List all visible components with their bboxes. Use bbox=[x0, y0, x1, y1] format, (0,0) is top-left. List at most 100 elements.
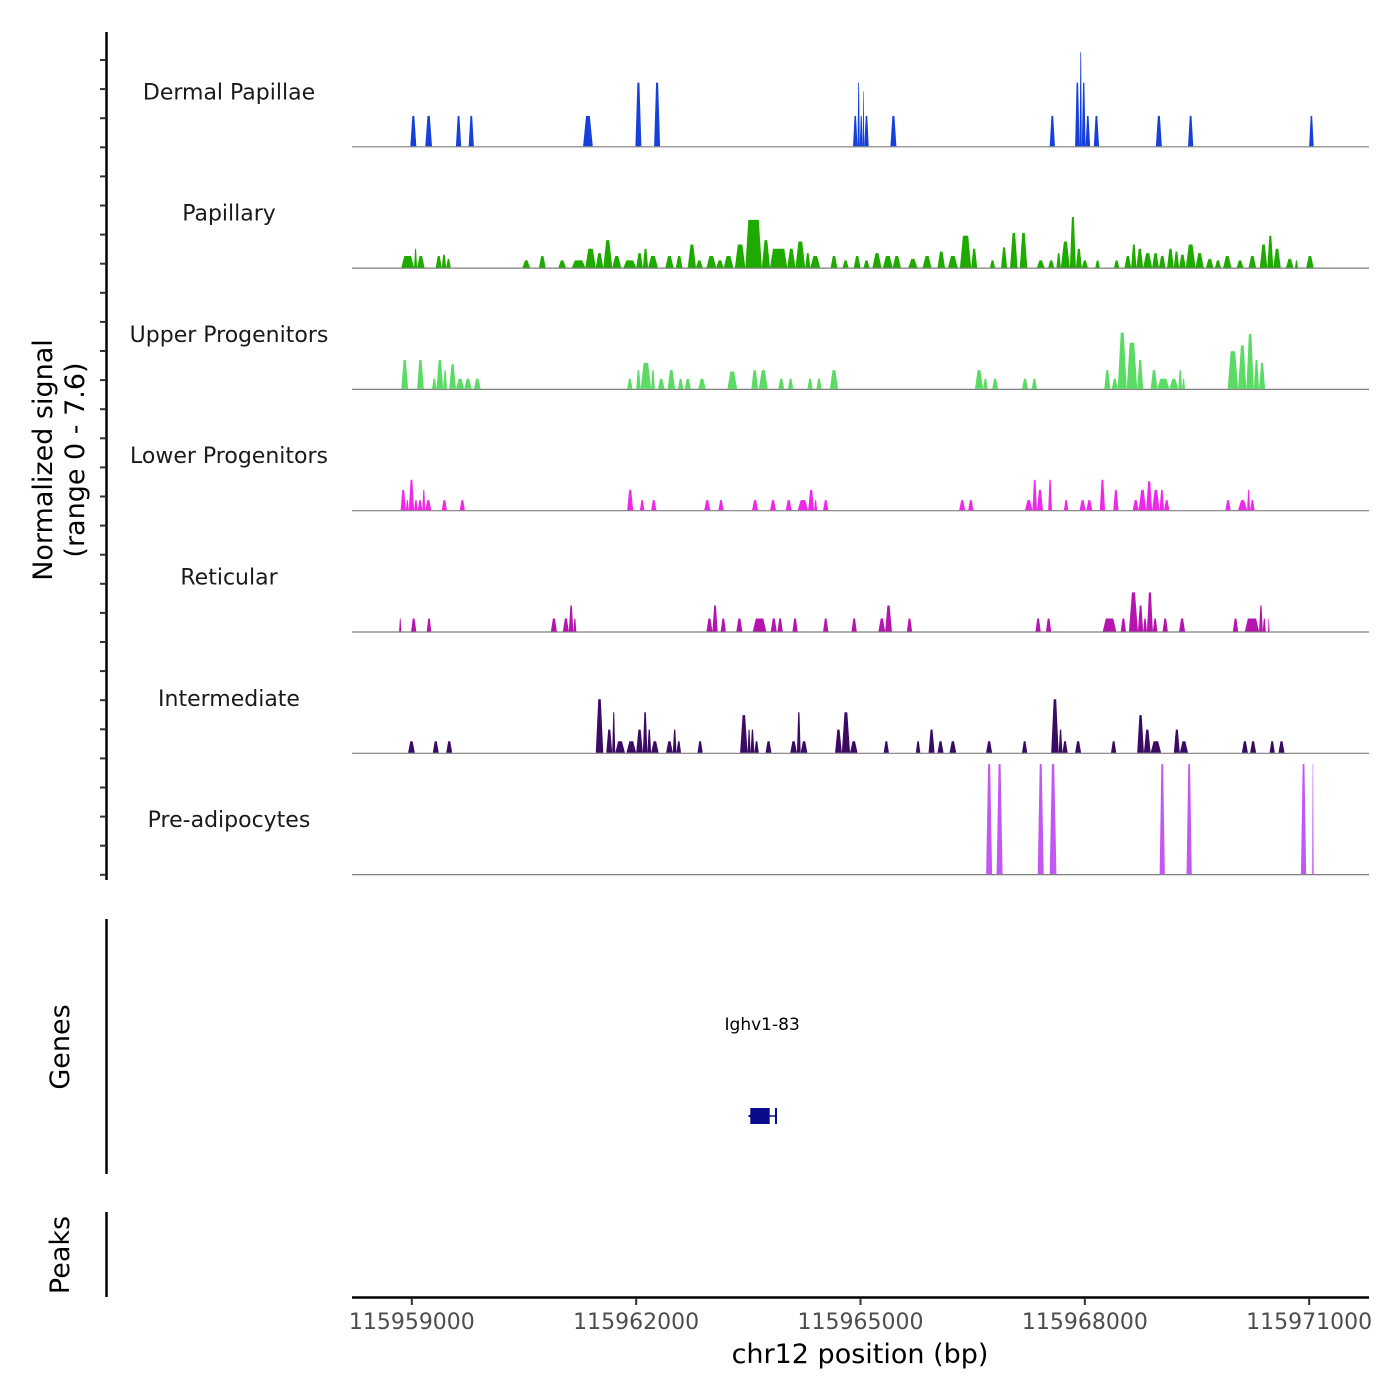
signal-segment bbox=[1095, 260, 1100, 268]
signal-segment bbox=[1143, 618, 1147, 632]
signal-segment bbox=[862, 91, 865, 147]
signal-segment bbox=[928, 729, 935, 753]
track-pre-adipocytes: Pre-adipocytes bbox=[148, 764, 1369, 876]
signal-segment bbox=[853, 256, 861, 268]
signal-segment bbox=[1294, 260, 1298, 268]
signal-segment bbox=[1195, 253, 1204, 268]
signal-segment bbox=[1246, 333, 1254, 389]
signal-segment bbox=[1146, 481, 1153, 511]
signal-segment bbox=[1143, 253, 1153, 268]
signal-segment bbox=[1227, 351, 1239, 389]
signal-segment bbox=[1173, 251, 1180, 268]
signal-segment bbox=[698, 378, 706, 389]
signal-segment bbox=[1137, 359, 1144, 389]
signal-segment bbox=[720, 618, 726, 632]
signal-segment bbox=[1167, 248, 1174, 268]
signal-segment bbox=[1259, 244, 1268, 268]
signal-segment bbox=[626, 741, 637, 753]
signal-segment bbox=[1063, 500, 1069, 511]
signal-segment bbox=[667, 370, 676, 389]
signal-segment bbox=[1114, 260, 1120, 268]
signal-segment bbox=[892, 256, 901, 268]
signal-segment bbox=[636, 253, 643, 268]
signal-segment bbox=[414, 248, 418, 268]
signal-segment bbox=[473, 378, 481, 389]
track-label: Intermediate bbox=[158, 687, 300, 712]
signal-segment bbox=[1075, 82, 1080, 147]
signal-segment bbox=[432, 378, 437, 389]
signal-segment bbox=[922, 256, 932, 268]
x-tick-label: 115962000 bbox=[573, 1310, 699, 1335]
y-axis-title-group: Normalized signal (range 0 - 7.6) bbox=[28, 339, 91, 581]
signal-segment bbox=[676, 741, 682, 753]
signal-segment bbox=[851, 618, 857, 632]
signal-segment bbox=[1179, 741, 1189, 753]
signal-segment bbox=[712, 605, 718, 632]
signal-segment bbox=[808, 489, 815, 511]
signal-segment bbox=[805, 253, 811, 268]
signal-segment bbox=[675, 256, 683, 268]
signal-segment bbox=[1259, 362, 1266, 389]
signal-y-axis-ticks bbox=[100, 59, 106, 876]
signal-segment bbox=[1155, 115, 1162, 147]
signal-segment bbox=[830, 256, 838, 268]
signal-segment bbox=[857, 82, 860, 147]
signal-segment bbox=[1185, 244, 1196, 268]
signal-segment bbox=[947, 256, 958, 268]
signal-segment bbox=[750, 729, 755, 753]
signal-segment bbox=[704, 500, 711, 511]
signal-segment bbox=[414, 500, 418, 511]
signal-segment bbox=[672, 729, 677, 753]
signal-segment bbox=[550, 618, 557, 632]
signal-segment bbox=[1058, 729, 1063, 753]
signal-segment bbox=[627, 489, 634, 511]
signal-segment bbox=[1001, 247, 1008, 268]
signal-segment bbox=[890, 115, 897, 147]
signal-segment bbox=[455, 115, 462, 147]
signal-segment bbox=[959, 235, 972, 268]
signal-segment bbox=[636, 729, 643, 753]
signal-segment bbox=[538, 256, 546, 268]
signal-segment bbox=[752, 500, 759, 511]
signal-segment bbox=[1300, 764, 1307, 875]
signal-segment bbox=[747, 729, 751, 753]
signal-segment bbox=[417, 500, 423, 511]
signal-segment bbox=[1248, 256, 1257, 268]
signal-segment bbox=[740, 715, 748, 753]
signal-segment bbox=[754, 741, 759, 753]
signal-segment bbox=[432, 741, 439, 753]
track-label: Lower Progenitors bbox=[130, 444, 328, 469]
signal-segment bbox=[595, 253, 604, 268]
x-axis-title: chr12 position (bp) bbox=[732, 1339, 989, 1370]
signal-segment bbox=[734, 244, 746, 268]
signal-segment bbox=[1164, 500, 1170, 511]
track-papillary: Papillary bbox=[182, 202, 1369, 269]
signal-segment bbox=[443, 370, 447, 389]
signal-segment bbox=[408, 741, 415, 753]
signal-segment bbox=[1075, 741, 1082, 753]
signal-segment bbox=[425, 500, 432, 511]
signal-segment bbox=[1137, 605, 1144, 632]
signal-segment bbox=[706, 256, 717, 268]
track-dermal-papillae: Dermal Papillae bbox=[143, 52, 1369, 148]
signal-segment bbox=[435, 256, 442, 268]
signal-segment bbox=[1169, 378, 1179, 389]
peaks-track-label: Peaks bbox=[45, 1216, 76, 1294]
track-reticular: Reticular bbox=[180, 566, 1369, 633]
signal-segment bbox=[1048, 479, 1052, 511]
signal-segment bbox=[835, 729, 842, 753]
signal-segment bbox=[1136, 248, 1144, 268]
signal-segment bbox=[778, 378, 785, 389]
signal-segment bbox=[1022, 741, 1028, 753]
signal-segment bbox=[1238, 345, 1247, 389]
signal-segment bbox=[1079, 52, 1082, 147]
signal-segment bbox=[568, 605, 574, 632]
signal-segment bbox=[885, 605, 892, 632]
signal-segment bbox=[399, 618, 402, 632]
signal-segment bbox=[441, 500, 447, 511]
signal-segment bbox=[636, 370, 641, 389]
signal-segment bbox=[1051, 699, 1059, 753]
signal-segment bbox=[1158, 256, 1166, 268]
signal-segment bbox=[411, 618, 417, 632]
